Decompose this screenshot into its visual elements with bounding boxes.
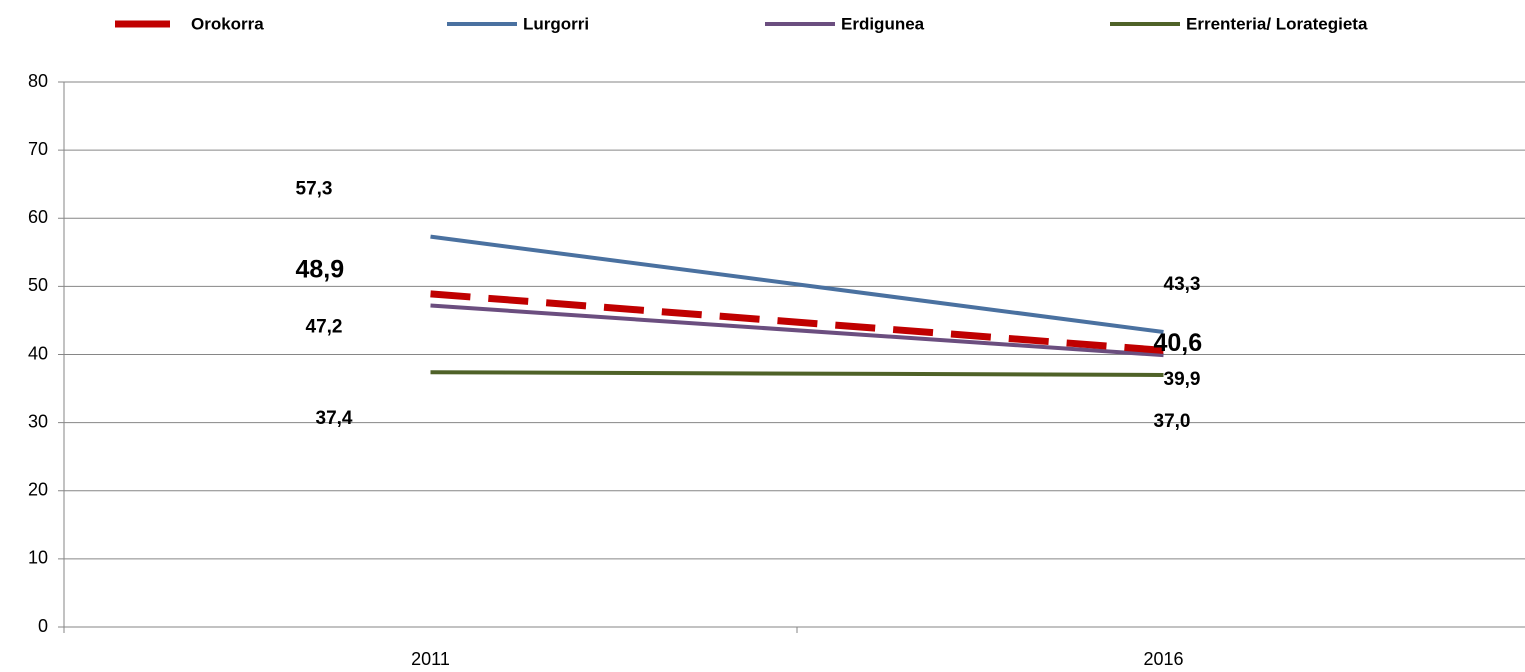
y-tick-label: 0 xyxy=(38,616,48,636)
legend-label: Erdigunea xyxy=(841,14,925,33)
value-label: 39,9 xyxy=(1164,369,1201,390)
y-tick-label: 40 xyxy=(28,343,48,363)
series-line xyxy=(430,234,1164,335)
value-label: 47,2 xyxy=(306,316,343,337)
value-label: 40,6 xyxy=(1154,329,1203,357)
value-label: 57,3 xyxy=(296,179,333,200)
value-label: 43,3 xyxy=(1164,274,1201,295)
value-label: 37,0 xyxy=(1154,411,1191,432)
y-tick-label: 70 xyxy=(28,139,48,159)
value-label: 37,4 xyxy=(316,408,353,429)
series-line xyxy=(430,290,1164,354)
value-label: 48,9 xyxy=(296,255,345,283)
y-tick-label: 80 xyxy=(28,71,48,91)
series-line xyxy=(430,303,1164,358)
legend-label: Errenteria/ Lorategieta xyxy=(1186,14,1368,33)
y-tick-label: 50 xyxy=(28,275,48,295)
legend-label: Lurgorri xyxy=(523,14,589,33)
y-tick-label: 60 xyxy=(28,207,48,227)
x-tick-label: 2016 xyxy=(1143,649,1183,669)
y-tick-label: 20 xyxy=(28,480,48,500)
y-tick-label: 30 xyxy=(28,411,48,431)
x-tick-label: 2011 xyxy=(411,649,450,669)
legend-label: Orokorra xyxy=(191,14,264,33)
series-line xyxy=(430,370,1164,377)
y-tick-label: 10 xyxy=(28,548,48,568)
